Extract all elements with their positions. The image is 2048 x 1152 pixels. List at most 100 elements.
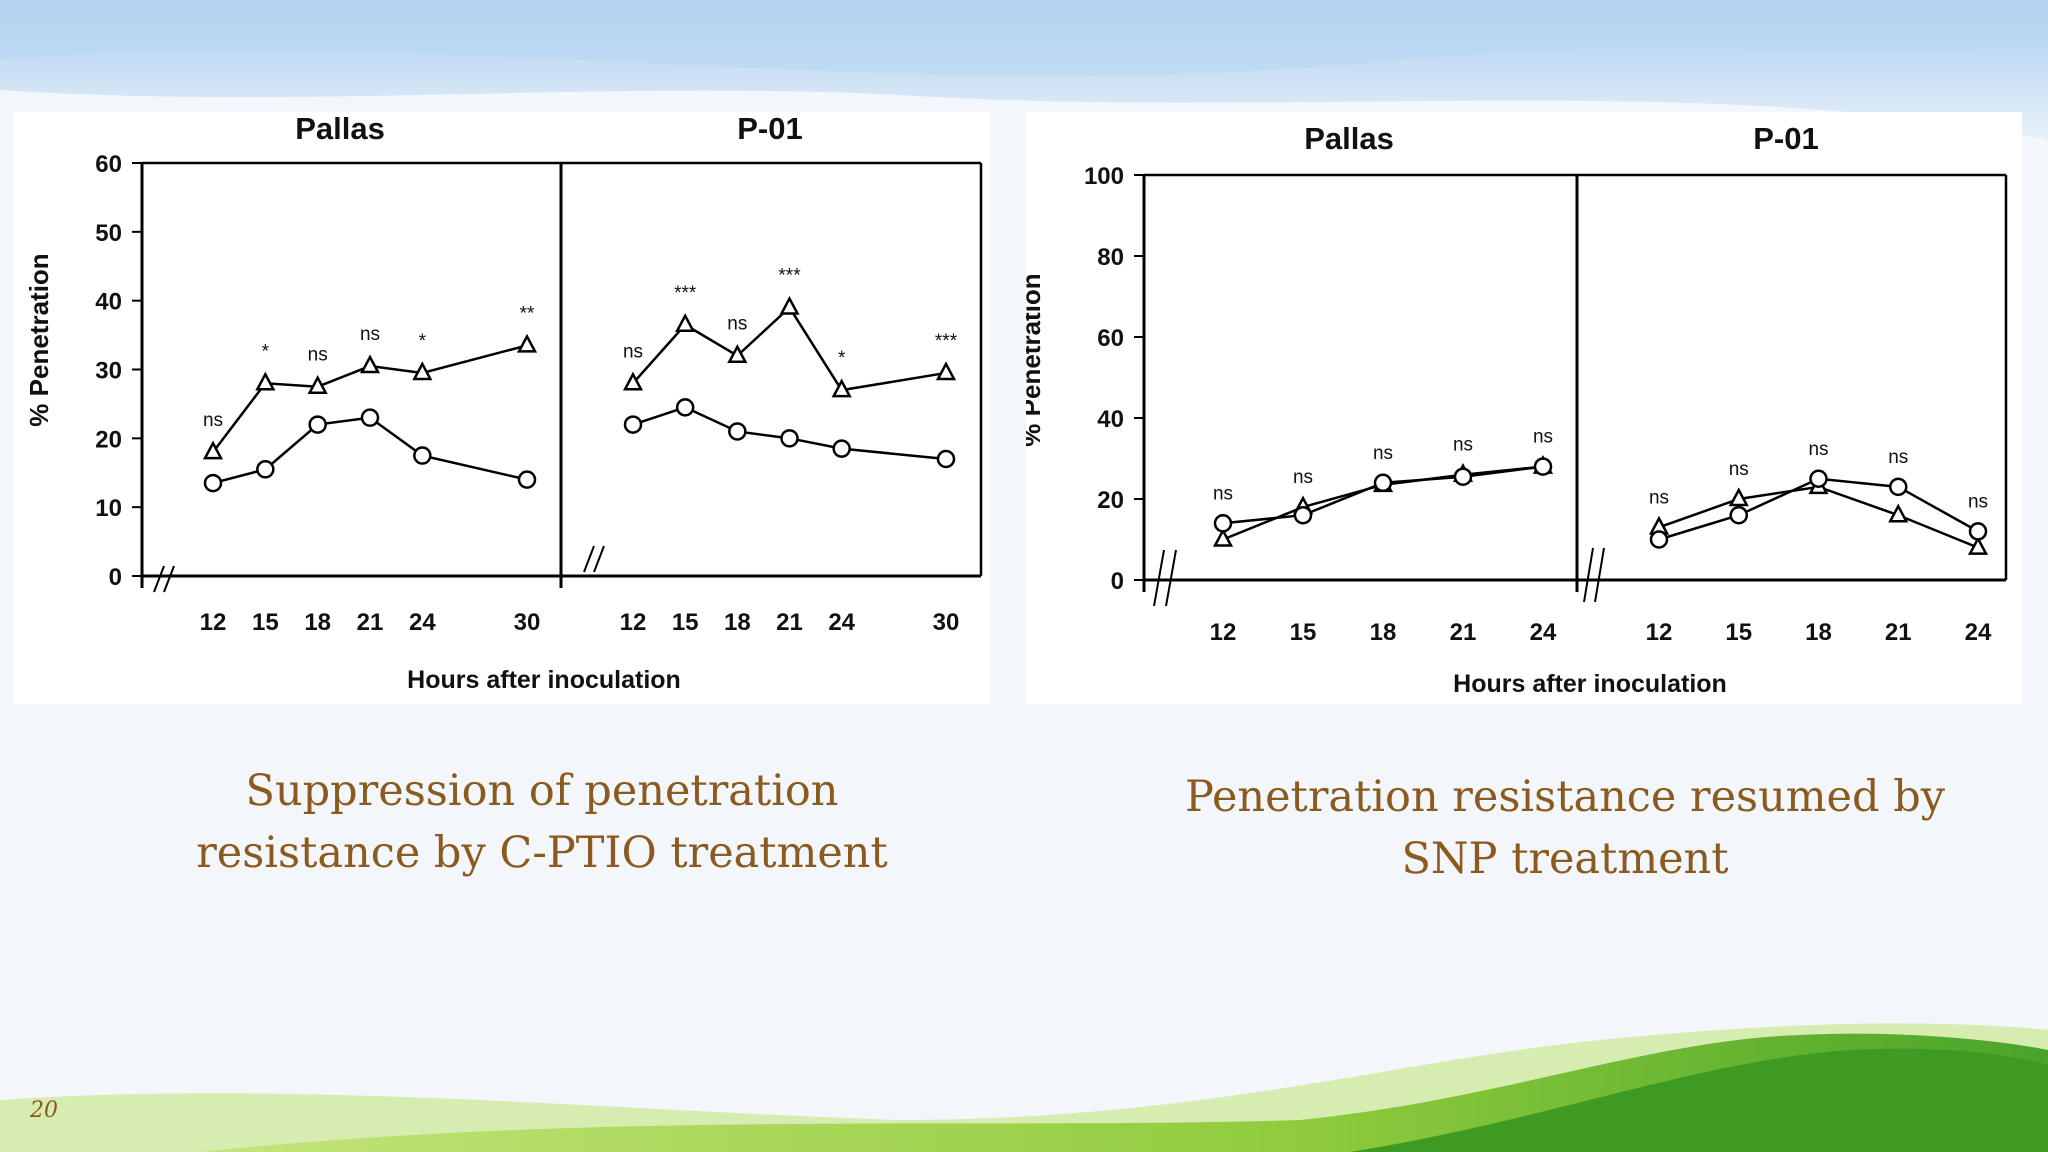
- panel-title-pallas: Pallas: [1304, 121, 1394, 156]
- y-tick-label: 40: [1097, 406, 1124, 433]
- significance-label: ns: [1729, 459, 1749, 480]
- x-tick-label: 18: [1805, 619, 1832, 646]
- circle-marker: [360, 408, 380, 427]
- triangle-marker: [1888, 503, 1909, 523]
- y-tick-label: 60: [1097, 325, 1124, 352]
- significance-label: ns: [203, 410, 223, 431]
- x-tick-label: 15: [1290, 619, 1317, 646]
- panel-title-p01: P-01: [737, 112, 802, 146]
- y-tick-label: 60: [95, 151, 122, 178]
- x-tick-label: 12: [1210, 619, 1237, 646]
- y-axis-label: % Penetration: [1026, 273, 1046, 446]
- x-tick-label: 18: [724, 609, 751, 636]
- x-tick-label: 21: [1450, 619, 1477, 646]
- triangle-marker: [255, 371, 276, 391]
- circle-marker: [1453, 467, 1473, 486]
- y-tick-label: 20: [1097, 487, 1124, 514]
- significance-label: ns: [1808, 439, 1828, 460]
- x-tick-label: 24: [828, 609, 855, 636]
- circle-marker: [1968, 522, 1988, 541]
- x-tick-label: 24: [1965, 619, 1992, 646]
- circle-marker: [1533, 457, 1553, 476]
- triangle-marker: [675, 313, 696, 333]
- triangle-marker: [779, 295, 800, 315]
- significance-label: ns: [1373, 443, 1393, 464]
- x-tick-label: 15: [252, 609, 279, 636]
- significance-label: ***: [935, 331, 958, 352]
- triangle-marker: [307, 375, 328, 394]
- triangle-marker: [622, 371, 644, 391]
- y-tick-label: 0: [1111, 568, 1124, 595]
- y-tick-label: 20: [95, 426, 122, 453]
- circle-marker: [203, 473, 223, 493]
- circle-marker: [1889, 477, 1908, 497]
- significance-label: ns: [308, 345, 328, 366]
- y-tick-label: 50: [95, 220, 122, 247]
- chart-panel-c-ptio: % Penetration Hours after inoculation Pa…: [14, 112, 990, 704]
- caption-text: Penetration resistance resumed by SNP tr…: [1184, 772, 1946, 884]
- significance-label: ns: [1293, 467, 1313, 488]
- circle-marker: [256, 460, 275, 479]
- triangle-marker: [516, 333, 538, 353]
- circle-marker: [675, 398, 695, 417]
- circle-marker: [1729, 505, 1748, 525]
- significance-label: *: [838, 348, 846, 369]
- chart-frame: [1142, 173, 2008, 607]
- circle-marker: [1809, 469, 1828, 488]
- x-axis-label: Hours after inoculation: [407, 666, 681, 694]
- significance-label: ***: [778, 266, 801, 287]
- triangle-marker: [412, 361, 433, 381]
- x-tick-label: 12: [1646, 619, 1673, 646]
- x-tick-label: 24: [409, 609, 436, 636]
- slide-number: 20: [30, 1098, 58, 1123]
- chart-c-ptio: % Penetration Hours after inoculation Pa…: [24, 112, 983, 694]
- significance-label: ns: [1968, 491, 1988, 512]
- significance-label: ns: [1649, 487, 1669, 508]
- circle-marker: [832, 439, 851, 458]
- y-tick-label: 10: [95, 495, 122, 522]
- significance-label: **: [520, 303, 535, 324]
- y-tick-label: 0: [109, 564, 122, 591]
- x-tick-label: 18: [304, 609, 331, 636]
- x-tick-label: 30: [933, 609, 960, 636]
- caption-c-ptio: Suppression of penetration resistance by…: [92, 760, 992, 884]
- x-tick-label: 21: [776, 609, 803, 636]
- significance-label: ns: [623, 341, 643, 362]
- x-tick-label: 15: [672, 609, 699, 636]
- x-tick-label: 12: [200, 609, 227, 636]
- y-tick-label: 100: [1084, 163, 1124, 190]
- panel-title-p01: P-01: [1753, 121, 1818, 156]
- circle-marker: [1649, 530, 1669, 549]
- circle-marker: [1213, 514, 1233, 533]
- significance-label: ns: [1453, 435, 1473, 456]
- caption-text: Suppression of penetration resistance by…: [196, 766, 888, 878]
- caption-snp: Penetration resistance resumed by SNP tr…: [1115, 766, 2015, 890]
- x-tick-label: 12: [620, 609, 647, 636]
- y-axis-label: % Penetration: [24, 253, 54, 426]
- triangle-marker: [935, 361, 957, 381]
- x-tick-label: 18: [1370, 619, 1397, 646]
- x-tick-label: 15: [1725, 619, 1752, 646]
- significance-label: ns: [360, 324, 380, 345]
- triangle-series-line: [632, 305, 947, 392]
- circle-marker: [780, 429, 799, 448]
- x-tick-label: 21: [1885, 619, 1912, 646]
- triangle-marker: [727, 344, 748, 363]
- y-tick-label: 80: [1097, 244, 1124, 271]
- x-axis-label: Hours after inoculation: [1453, 670, 1727, 698]
- triangle-marker: [1728, 487, 1749, 507]
- circle-marker: [1373, 473, 1393, 493]
- triangle-marker: [202, 440, 224, 460]
- circle-marker: [936, 449, 956, 469]
- x-tick-label: 21: [357, 609, 384, 636]
- significance-label: ns: [1888, 447, 1908, 468]
- y-tick-label: 40: [95, 289, 122, 316]
- circle-marker: [308, 415, 327, 434]
- chart-snp: % Penetration Hours after inoculation Pa…: [1026, 121, 2008, 698]
- significance-label: *: [262, 341, 270, 362]
- significance-label: ns: [1533, 427, 1553, 448]
- triangle-marker: [1967, 535, 1989, 555]
- y-tick-label: 30: [95, 358, 122, 385]
- panel-title-pallas: Pallas: [295, 112, 385, 146]
- x-tick-label: 30: [514, 609, 541, 636]
